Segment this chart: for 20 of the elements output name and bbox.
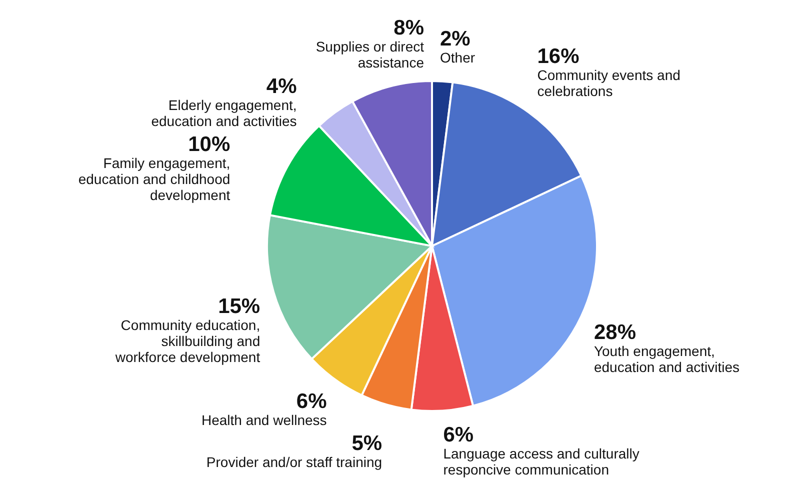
slice-label: Language access and culturally responcive communication [443, 446, 640, 478]
slice-label: Other [440, 49, 476, 66]
data-label: 15% [218, 294, 260, 318]
slice-label: Supplies or direct assistance [316, 38, 424, 71]
data-label: 4% [266, 75, 298, 98]
data-label: 2% [440, 27, 471, 50]
slice-label: Community events and celebrations [537, 67, 680, 100]
data-label: 16% [537, 45, 580, 68]
data-label: 10% [188, 132, 230, 156]
slice-label: Family engagement, education and childhood development [78, 154, 230, 203]
data-label: 5% [352, 432, 382, 455]
data-label: 28% [594, 321, 636, 344]
slice-label: Provider and/or staff training [206, 454, 382, 470]
data-label: 6% [296, 390, 328, 413]
data-label: 8% [394, 16, 424, 40]
slice-label: Community education, skillbuilding and workforce development [114, 316, 260, 365]
slice-label: Youth engagement, education and activities [594, 343, 740, 376]
data-label: 6% [443, 424, 474, 447]
slice-label: Health and wellness [201, 412, 327, 428]
slice-label: Elderly engagement, education and activities [151, 97, 297, 130]
